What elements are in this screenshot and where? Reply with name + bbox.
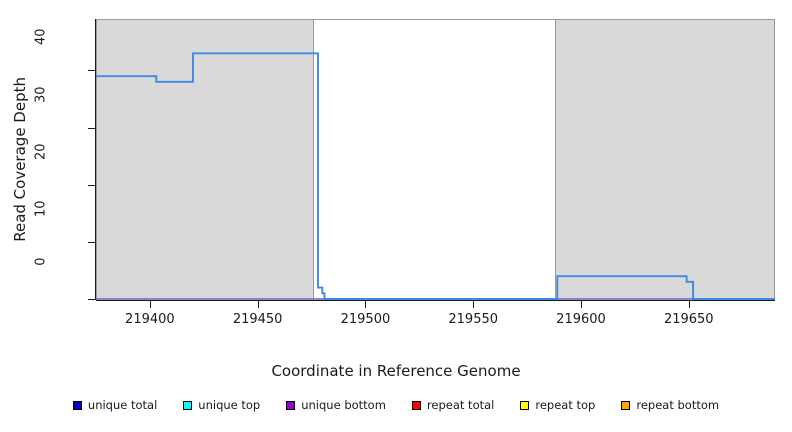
- legend-item-label: repeat total: [426, 398, 495, 412]
- x-axis-tick-label: 219600: [556, 312, 606, 327]
- x-axis-tick: [688, 301, 690, 308]
- legend-swatch-icon: [621, 400, 631, 410]
- legend-item-label: repeat top: [535, 398, 596, 412]
- x-axis-tick: [365, 301, 367, 308]
- legend-item[interactable]: repeat total: [411, 398, 495, 412]
- x-axis-tick-label: 219500: [340, 312, 391, 327]
- x-axis-tick-label: 219550: [448, 312, 499, 327]
- legend-swatch-icon: [520, 400, 530, 410]
- legend-item-label: unique total: [87, 398, 158, 412]
- x-axis-tick: [257, 301, 259, 308]
- chart-legend: unique total unique top unique bottom repea…: [0, 398, 792, 412]
- legend-item[interactable]: unique top: [183, 398, 260, 412]
- legend-item-label: repeat bottom: [636, 398, 720, 412]
- x-axis-tick: [581, 301, 582, 308]
- y-axis-title-text: Read Coverage Depth: [11, 76, 29, 242]
- x-axis-tick-label: 219450: [232, 312, 283, 327]
- x-axis-tick-label: 219650: [663, 312, 714, 327]
- y-axis-tick: [88, 70, 95, 72]
- shaded-region: [555, 19, 775, 299]
- y-axis-tick: [88, 184, 95, 186]
- y-axis-tick-label: 40: [33, 28, 49, 46]
- x-axis-tick: [473, 301, 475, 308]
- legend-swatch-icon: [183, 400, 193, 410]
- shaded-region: [96, 19, 314, 299]
- y-axis-tick: [88, 127, 95, 129]
- x-axis-title: Coordinate in Reference Genome: [271, 362, 521, 380]
- legend-swatch-icon: [411, 400, 421, 410]
- y-axis-line: [95, 19, 96, 300]
- x-axis-tick-label: 219400: [125, 312, 175, 327]
- legend-item[interactable]: repeat top: [520, 398, 595, 412]
- legend-item[interactable]: repeat bottom: [621, 398, 719, 412]
- legend-swatch-icon: [286, 400, 296, 410]
- legend-item-label: unique bottom: [301, 398, 386, 412]
- plot-top-border: [96, 19, 775, 20]
- y-axis-tick: [88, 299, 95, 300]
- legend-swatch-icon: [72, 400, 82, 410]
- x-axis-tick: [149, 301, 151, 308]
- y-axis-title: Read Coverage Depth: [10, 19, 30, 299]
- legend-item[interactable]: unique bottom: [286, 398, 386, 412]
- legend-item-label: unique top: [198, 398, 261, 412]
- y-axis-tick: [88, 241, 95, 243]
- legend-item[interactable]: unique total: [72, 398, 158, 412]
- plot-area: [96, 19, 775, 299]
- x-axis-line: [96, 300, 775, 301]
